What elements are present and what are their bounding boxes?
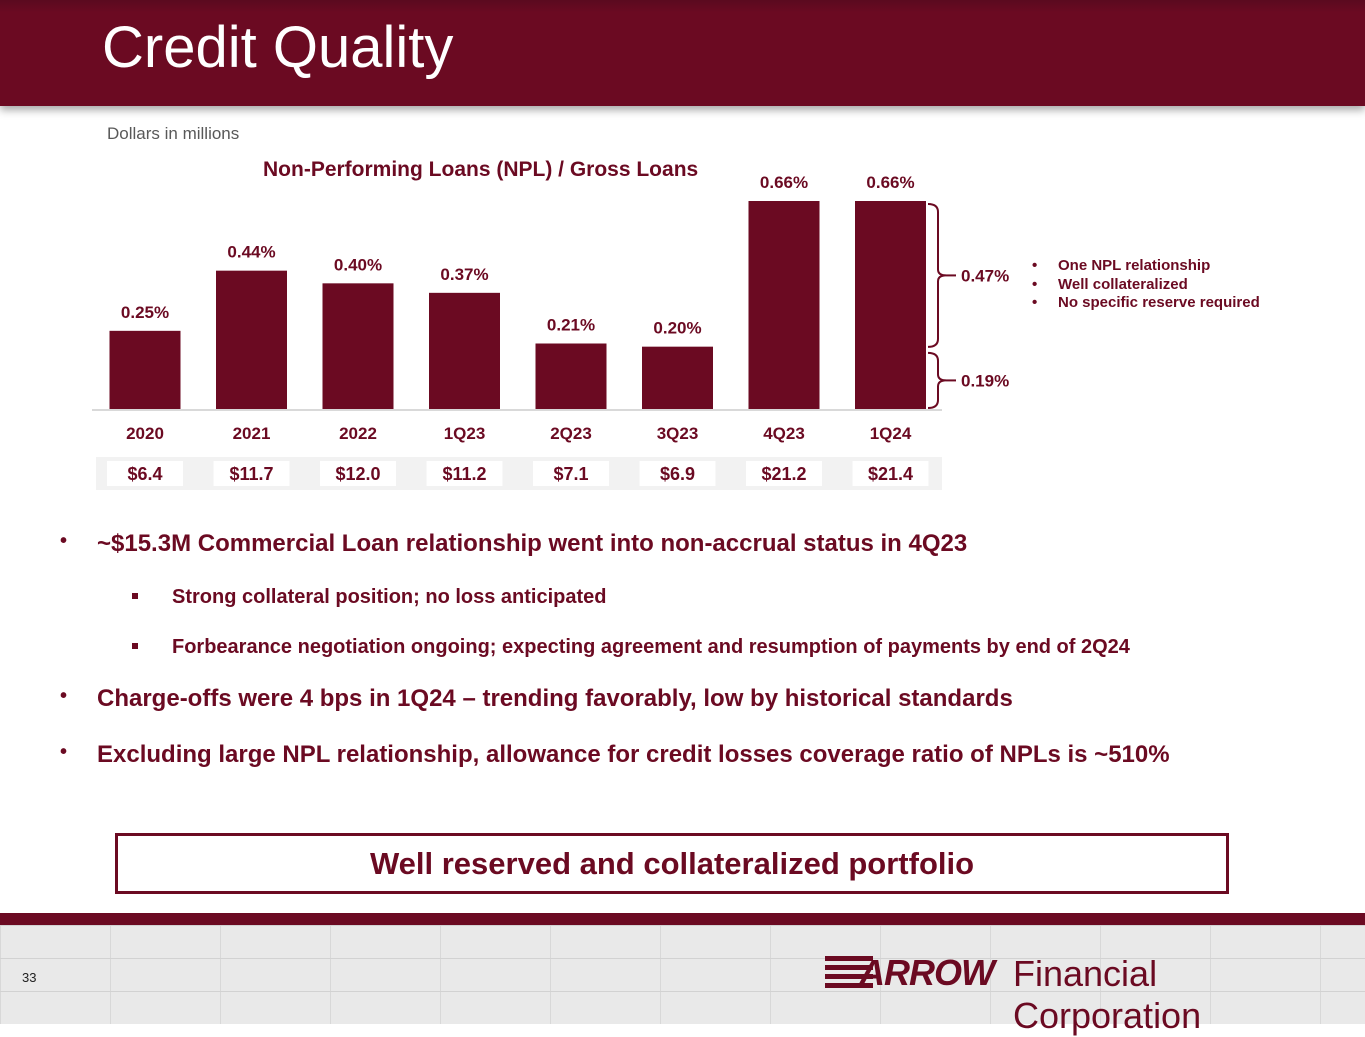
- npl-amount-cell: [746, 461, 822, 486]
- bar: [322, 283, 394, 410]
- breakdown-label: 0.47%: [961, 266, 1009, 285]
- square-bullet-icon: [132, 643, 138, 649]
- npl-amount-cell: [107, 461, 183, 486]
- arrow-logo: ARROW Financial Corporation: [825, 950, 1355, 1036]
- chart-title: Non-Performing Loans (NPL) / Gross Loans: [263, 158, 699, 181]
- bullet-text: Charge-offs were 4 bps in 1Q24 – trendin…: [97, 685, 1013, 712]
- npl-amount-label: $6.4: [127, 464, 162, 484]
- bar-value-label: 0.37%: [440, 265, 488, 284]
- bar-value-label: 0.25%: [121, 303, 169, 322]
- x-tick-label: 1Q24: [870, 424, 912, 443]
- bar-value-label: 0.20%: [653, 319, 701, 338]
- npl-amount-label: $6.9: [660, 464, 695, 484]
- bar-value-label: 0.21%: [547, 316, 595, 335]
- brace-upper: [927, 203, 947, 348]
- bar: [109, 330, 181, 410]
- footer-brick-background: [0, 925, 1365, 1024]
- annotation-item: One NPL relationship: [1032, 257, 1260, 276]
- x-tick-label: 1Q23: [444, 424, 486, 443]
- npl-annotations: One NPL relationship Well collateralized…: [1032, 257, 1260, 313]
- npl-amount-cell: [320, 461, 396, 486]
- npl-amount-cell: [852, 461, 929, 486]
- bar: [855, 201, 926, 410]
- arrow-logo-icon: [825, 956, 873, 990]
- bullet-text: Excluding large NPL relationship, allowa…: [97, 741, 1170, 768]
- npl-amount-label: $11.2: [442, 464, 486, 484]
- npl-amount-cell: [639, 461, 716, 486]
- square-bullet-icon: [132, 593, 138, 599]
- x-tick-label: 4Q23: [763, 424, 805, 443]
- breakdown-label: 0.19%: [961, 371, 1009, 390]
- bullet-text: ~$15.3M Commercial Loan relationship wen…: [97, 530, 968, 557]
- bar: [535, 343, 607, 410]
- bar-value-label: 0.44%: [227, 243, 275, 262]
- x-tick-label: 3Q23: [657, 424, 699, 443]
- npl-amount-cell: [213, 461, 290, 486]
- x-tick-label: 2020: [126, 424, 164, 443]
- bar-value-label: 0.66%: [760, 173, 808, 192]
- page-number: 33: [22, 970, 37, 985]
- x-tick-label: 2021: [233, 424, 271, 443]
- logo-brand-text: ARROW: [859, 952, 995, 993]
- bar: [429, 292, 500, 410]
- bullet-dot-icon: •: [60, 685, 68, 707]
- bar: [642, 346, 713, 410]
- npl-amount-label: $21.4: [868, 464, 913, 484]
- npl-amount-cell: [533, 461, 609, 486]
- sub-bullet-text: Forbearance negotiation ongoing; expecti…: [172, 636, 1130, 658]
- units-note: Dollars in millions: [107, 124, 240, 143]
- bar: [216, 270, 287, 410]
- brace-lower: [927, 351, 947, 409]
- x-tick-label: 2022: [339, 424, 377, 443]
- callout-box: Well reserved and collateralized portfol…: [115, 833, 1229, 894]
- footer-band: [0, 913, 1365, 925]
- annotation-item: Well collateralized: [1032, 276, 1260, 295]
- title-bar: Credit Quality: [0, 0, 1365, 106]
- bullet-dot-icon: •: [60, 530, 68, 552]
- npl-amount-label: $12.0: [335, 464, 380, 484]
- npl-amount-label: $7.1: [553, 464, 588, 484]
- x-tick-label: 2Q23: [550, 424, 592, 443]
- npl-amount-label: $11.7: [229, 464, 273, 484]
- sub-bullet-text: Strong collateral position; no loss anti…: [172, 586, 607, 608]
- npl-amount-label: $21.2: [761, 464, 806, 484]
- callout-text: Well reserved and collateralized portfol…: [369, 845, 975, 881]
- npl-bar-chart: 0.25% 2020 $6.4 0.44% 2021 $11.7 0.40% 2022 $12.…: [92, 173, 1009, 490]
- bar-value-label: 0.66%: [866, 173, 914, 192]
- bullet-dot-icon: •: [60, 741, 68, 763]
- logo-company-text: Financial Corporation: [1013, 953, 1202, 1036]
- page-title: Credit Quality: [102, 15, 454, 80]
- bar-value-label: 0.40%: [334, 255, 382, 274]
- annotation-item: No specific reserve required: [1032, 294, 1260, 313]
- npl-amount-cell: [426, 461, 503, 486]
- bar: [748, 201, 820, 410]
